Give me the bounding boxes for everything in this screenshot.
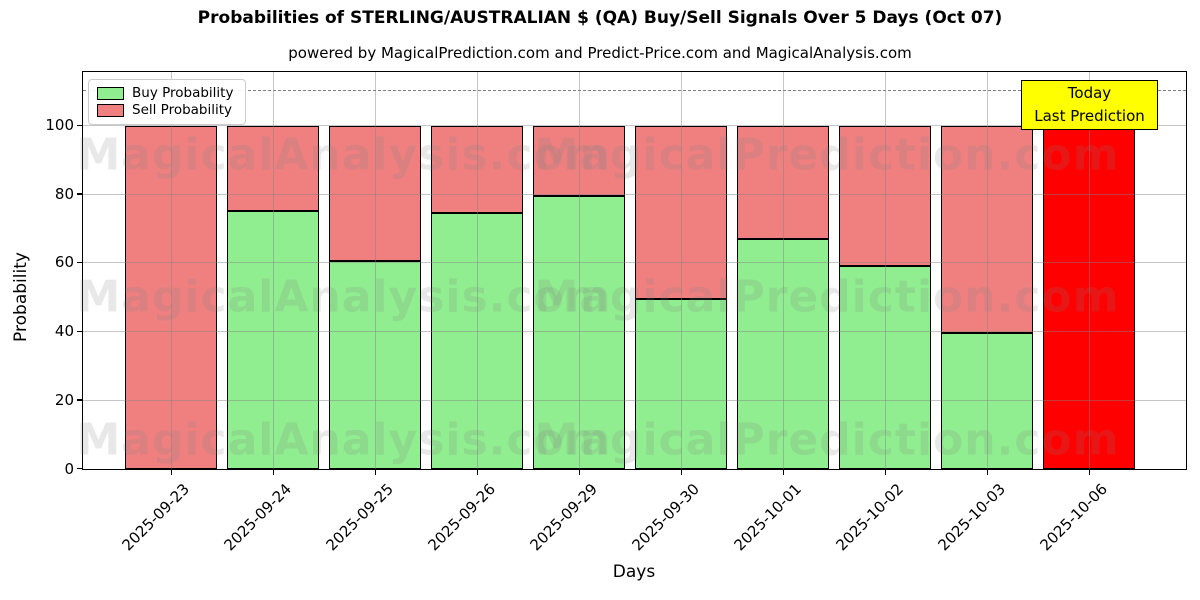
gridline-y-60: [83, 262, 1186, 264]
gridline-x-2025-09-29: [578, 72, 580, 469]
gridline-x-2025-09-23: [170, 72, 172, 469]
gridline-x-2025-09-30: [680, 72, 682, 469]
bar-segment-sell-2025-10-01: [737, 125, 829, 239]
gridline-y-100: [83, 125, 1186, 127]
bar-segment-buy-2025-09-26: [431, 213, 523, 469]
y-tick-label: 80: [54, 184, 74, 203]
gridline-x-2025-10-06: [1088, 72, 1090, 469]
bar-segment-sell-2025-09-25: [329, 125, 421, 262]
bar-segment-buy-2025-09-30: [635, 299, 727, 469]
x-tick-label: 2025-09-29: [526, 480, 602, 555]
gridline-x-2025-10-03: [986, 72, 988, 469]
y-tick-label: 40: [54, 322, 74, 341]
sell-swatch-icon: [97, 104, 124, 118]
dashed-threshold-line: [83, 90, 1186, 92]
gridline-x-2025-10-02: [884, 72, 886, 469]
y-tick-mark: [77, 261, 82, 264]
x-tick-label: 2025-10-01: [730, 480, 806, 555]
bar-segment-buy-2025-10-02: [839, 266, 931, 469]
x-tick-mark: [171, 470, 173, 475]
legend-buy-label: Buy Probability: [132, 84, 234, 101]
y-tick-label: 60: [54, 253, 74, 272]
x-tick-label: 2025-09-26: [424, 480, 500, 555]
x-tick-mark: [1089, 470, 1091, 475]
legend-item-sell: Sell Probability: [97, 102, 237, 118]
bar-segment-buy-2025-09-25: [329, 261, 421, 469]
chart-subtitle: powered by MagicalPrediction.com and Pre…: [288, 44, 912, 62]
y-tick-label: 100: [45, 116, 74, 135]
bar-segment-sell-2025-09-24: [227, 125, 319, 212]
x-tick-label: 2025-10-03: [934, 480, 1010, 555]
bar-segment-sell-2025-09-29: [533, 125, 625, 196]
gridline-x-2025-10-01: [782, 72, 784, 469]
y-tick-mark: [77, 330, 82, 332]
legend-item-buy: Buy Probability: [97, 84, 237, 101]
x-axis-label: Days: [612, 562, 656, 582]
x-tick-mark: [783, 470, 785, 475]
y-tick-mark: [77, 193, 82, 195]
y-tick-mark: [77, 468, 82, 470]
bar-segment-sell-2025-09-26: [431, 125, 523, 214]
plot-area: MagicalAnalysis.comMagicalPrediction.com…: [76, 71, 1187, 470]
y-tick-label: 20: [54, 390, 74, 409]
bar-segment-buy-2025-10-01: [737, 238, 829, 469]
buy-swatch-icon: [97, 86, 124, 100]
y-axis-label: Probability: [11, 252, 31, 342]
x-tick-mark: [885, 470, 887, 475]
bar-segment-sell-2025-10-06: [1043, 125, 1135, 469]
bar-segment-buy-2025-10-03: [941, 333, 1033, 469]
x-tick-label: 2025-09-25: [322, 480, 398, 555]
gridline-x-2025-09-24: [272, 72, 274, 469]
bar-segment-sell-2025-09-30: [635, 125, 727, 299]
bar-segment-buy-2025-09-29: [533, 195, 625, 469]
y-tick-mark: [77, 124, 82, 126]
x-tick-label: 2025-10-06: [1036, 480, 1112, 555]
x-tick-label: 2025-10-02: [832, 480, 908, 555]
y-tick-label: 0: [64, 459, 74, 478]
x-tick-mark: [579, 470, 581, 475]
gridline-x-2025-09-25: [374, 72, 376, 469]
annotation-line-1: Today: [1067, 83, 1112, 102]
gridline-y-80: [83, 193, 1186, 195]
x-tick-mark: [477, 470, 479, 475]
x-tick-mark: [273, 470, 275, 475]
x-tick-label: 2025-09-24: [220, 480, 296, 555]
bar-segment-sell-2025-10-03: [941, 125, 1033, 334]
gridline-y-40: [83, 331, 1186, 333]
legend-sell-label: Sell Probability: [132, 102, 233, 118]
x-tick-mark: [987, 470, 989, 475]
y-tick-mark: [77, 399, 82, 401]
x-tick-mark: [375, 470, 377, 475]
chart-title: Probabilities of STERLING/AUSTRALIAN $ (…: [197, 8, 1003, 28]
gridline-x-2025-09-26: [476, 72, 478, 469]
x-tick-label: 2025-09-23: [118, 480, 194, 555]
bar-segment-sell-2025-09-23: [125, 125, 217, 469]
gridline-y-20: [83, 399, 1186, 401]
today-annotation-box: Today Last Prediction: [1021, 80, 1158, 130]
x-tick-label: 2025-09-30: [628, 480, 704, 555]
x-tick-mark: [681, 470, 683, 475]
annotation-line-2: Last Prediction: [1034, 107, 1145, 125]
legend: Buy Probability Sell Probability: [88, 79, 246, 125]
bar-segment-sell-2025-10-02: [839, 125, 931, 267]
bar-segment-buy-2025-09-24: [227, 211, 319, 469]
